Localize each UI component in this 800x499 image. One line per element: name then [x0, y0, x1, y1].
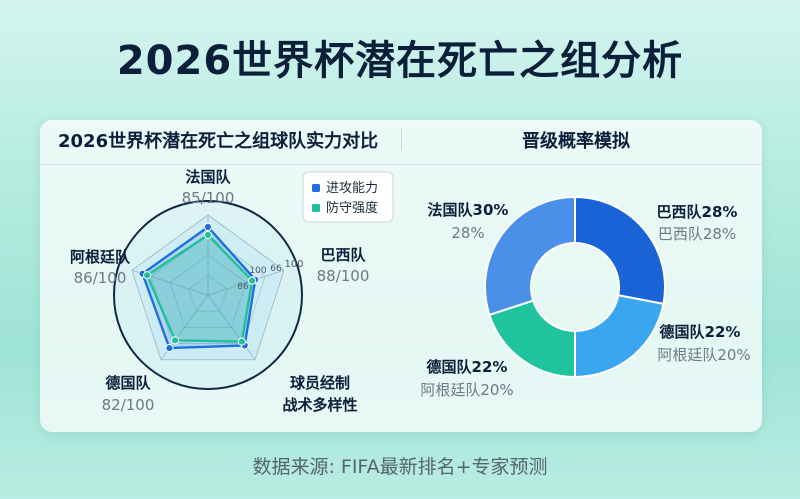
legend-label: 防守强度: [326, 200, 378, 216]
page-title: 2026世界杯潜在死亡之组分析: [116, 38, 684, 84]
panel-divider: [401, 128, 402, 150]
donut-slice: [484, 195, 576, 317]
radar-grid-ring: [169, 254, 247, 328]
radar-point: [203, 222, 213, 232]
radar-point: [165, 343, 174, 353]
donut-label: 法国队30%: [428, 201, 509, 219]
donut-sublabel: 阿根廷队20%: [657, 346, 750, 364]
donut-label: 德国队22%: [427, 358, 508, 376]
donut-label: 巴西队28%: [657, 203, 738, 221]
radar-axis-label: 德国队: [105, 374, 151, 392]
radar-scale-label: 100: [284, 259, 303, 270]
radar-point: [143, 271, 152, 280]
radar-legend-box: [302, 171, 394, 223]
radar-point: [248, 276, 257, 285]
radar-point: [170, 336, 180, 345]
radar-axis-label: 法国队: [185, 168, 231, 186]
donut-slice: [574, 294, 665, 379]
radar-axis-sub: 86/100: [74, 269, 127, 287]
radar-spoke: [207, 294, 256, 360]
donut-sublabel: 28%: [451, 224, 484, 242]
radar-scale-label: 66: [270, 264, 282, 274]
radar-outer-ring: [113, 200, 303, 390]
donut-label: 德国队22%: [660, 323, 741, 341]
radar-scale-label: 100: [249, 266, 266, 276]
donut-sublabel: 巴西队28%: [658, 225, 736, 243]
legend-swatch: [312, 184, 320, 192]
radar-spoke: [207, 269, 285, 296]
legend-swatch: [312, 204, 320, 212]
data-source-footer: 数据来源: FIFA最新排名+专家预测: [252, 456, 548, 478]
donut-slice: [574, 195, 666, 306]
radar-panel-title: 2026世界杯潜在死亡之组球队实力对比: [58, 131, 379, 152]
radar-axis-sub: 82/100: [102, 396, 155, 414]
radar-series-attack: [141, 225, 257, 350]
header-divider: [40, 164, 762, 165]
radar-scale-label: 86: [237, 282, 249, 292]
radar-axis-label: 球员经制: [290, 374, 350, 392]
radar-axis-sub: 88/100: [317, 267, 370, 285]
radar-series-defense: [145, 233, 254, 343]
radar-axis-sub: 战术多样性: [282, 396, 357, 414]
legend-label: 进攻能力: [326, 181, 378, 196]
radar-grid-ring: [150, 234, 266, 344]
radar-point: [203, 230, 213, 240]
radar-axis-label: 阿根廷队: [70, 248, 131, 266]
radar-axis-sub: 85/100: [182, 189, 235, 207]
donut-sublabel: 阿根廷队20%: [420, 381, 513, 399]
radar-axis-label: 巴西队: [320, 246, 366, 264]
pie-panel-title: 晋级概率模拟: [522, 131, 630, 152]
radar-grid-ring: [188, 274, 228, 312]
radar-point: [237, 337, 246, 346]
